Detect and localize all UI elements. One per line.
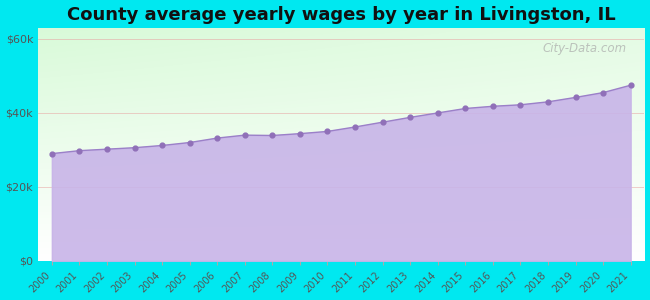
Title: County average yearly wages by year in Livingston, IL: County average yearly wages by year in L…	[67, 6, 616, 24]
Point	[47, 151, 57, 156]
Point	[432, 110, 443, 115]
Point	[515, 102, 526, 107]
Point	[570, 95, 580, 100]
Point	[350, 124, 360, 129]
Point	[129, 145, 140, 150]
Point	[185, 140, 195, 145]
Point	[240, 133, 250, 137]
Point	[598, 90, 608, 95]
Point	[212, 136, 222, 140]
Point	[460, 106, 471, 111]
Text: City-Data.com: City-Data.com	[542, 42, 626, 55]
Point	[74, 148, 85, 153]
Point	[294, 131, 305, 136]
Point	[405, 115, 415, 120]
Point	[267, 133, 278, 138]
Point	[625, 83, 636, 88]
Point	[543, 99, 553, 104]
Point	[488, 104, 498, 109]
Point	[322, 129, 333, 134]
Point	[378, 120, 388, 124]
Point	[102, 147, 112, 152]
Point	[157, 143, 167, 148]
